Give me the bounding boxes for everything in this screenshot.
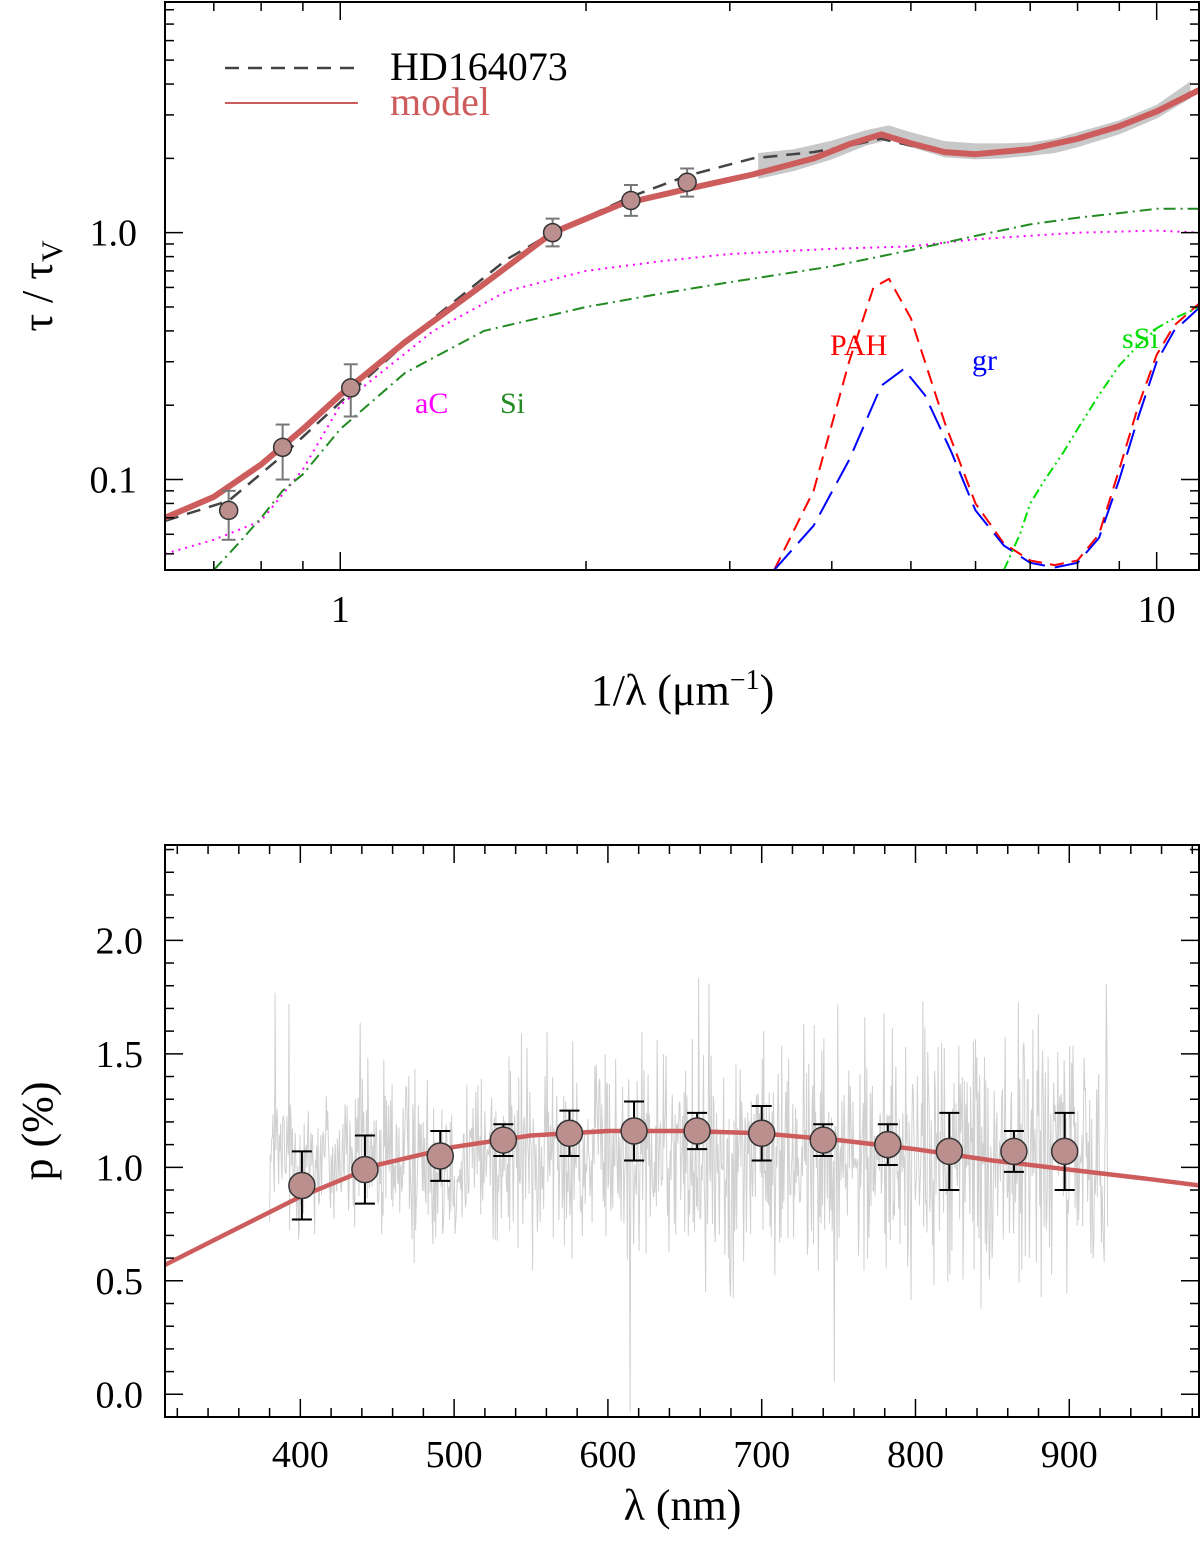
y-tick-label: 0.1	[90, 460, 138, 502]
x-axis-title: 1/λ (μm−1)	[591, 665, 774, 715]
x-tick-label: 800	[887, 1434, 944, 1476]
data-point	[621, 190, 641, 211]
label-gr: gr	[972, 344, 997, 377]
y-tick-label: 0.5	[96, 1261, 144, 1303]
series-gr	[773, 306, 1200, 570]
series-si	[213, 207, 1200, 570]
series-hd164073	[165, 91, 1192, 523]
legend-label-model: model	[390, 79, 490, 124]
series-ac	[165, 229, 1200, 555]
data-point	[272, 437, 293, 458]
series-model	[165, 86, 1200, 521]
x-tick-label: 900	[1041, 1434, 1098, 1476]
data-point	[809, 1126, 837, 1154]
data-point	[351, 1155, 379, 1184]
data-point	[747, 1119, 776, 1148]
data-point	[620, 1117, 648, 1145]
x-tick-label: 600	[579, 1434, 636, 1476]
data-point	[489, 1126, 518, 1154]
y-axis-title: p (%)	[13, 1082, 62, 1181]
data-point	[288, 1171, 316, 1200]
data-point	[874, 1130, 902, 1159]
x-tick-label: 500	[426, 1434, 483, 1476]
plot-frame	[164, 1, 1200, 571]
y-tick-label: 2.0	[96, 920, 144, 962]
uncertainty-band	[758, 81, 1191, 179]
y-tick-label: 0.0	[96, 1374, 144, 1416]
x-tick-label: 700	[733, 1434, 790, 1476]
noisy-spectrum	[269, 978, 1109, 1413]
x-axis-title: λ (nm)	[624, 1481, 742, 1530]
data-point	[340, 378, 361, 398]
label-si: Si	[500, 387, 525, 420]
plot-area	[165, 978, 1200, 1413]
plot-frame	[164, 844, 1200, 1418]
data-point	[677, 172, 697, 193]
data-point	[555, 1119, 584, 1148]
label-ac: aC	[415, 387, 448, 420]
y-tick-label: 1.5	[96, 1034, 144, 1076]
series-ssi	[1002, 306, 1200, 570]
legend-label-hd164073: HD164073	[390, 44, 568, 89]
data-point	[683, 1117, 711, 1145]
data-point	[1000, 1137, 1028, 1166]
data-point	[426, 1142, 455, 1170]
data-point	[218, 500, 239, 521]
y-axis-title: τ / τV	[13, 240, 69, 332]
data-point	[542, 222, 563, 243]
polarization-chart: 400 500 600 700 800 900 0.0 0.5 1.0 1.5 2.0 λ (nm) p…	[13, 844, 1200, 1530]
label-pah: PAH	[830, 329, 887, 362]
label-ssi: sSi	[1122, 322, 1159, 355]
x-tick-label: 400	[272, 1434, 329, 1476]
data-point	[1050, 1137, 1079, 1166]
data-point	[935, 1137, 964, 1166]
x-tick-label: 10	[1138, 589, 1176, 631]
x-tick-label: 1	[331, 589, 350, 631]
y-tick-label: 1.0	[96, 1147, 144, 1189]
plot-area	[165, 81, 1200, 570]
series-pah	[773, 277, 1200, 570]
y-tick-label: 1.0	[90, 213, 138, 255]
